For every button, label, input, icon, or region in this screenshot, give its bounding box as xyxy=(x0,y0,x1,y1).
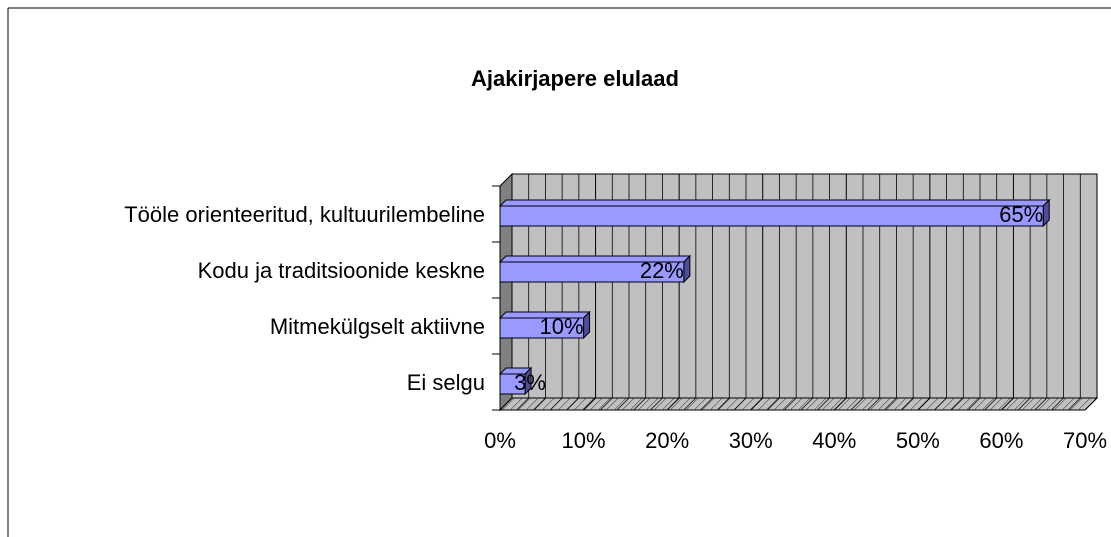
y-tick-label: Mitmekülgselt aktiivne xyxy=(270,314,485,339)
bar xyxy=(499,205,1044,227)
bar xyxy=(499,317,585,339)
bar xyxy=(499,261,685,283)
minor-floor-line xyxy=(934,397,947,411)
minor-floor-line xyxy=(1034,397,1048,411)
minor-floor-line xyxy=(867,397,880,411)
data-label: 3% xyxy=(514,370,546,395)
floor-line xyxy=(750,397,764,411)
minor-floor-line xyxy=(549,397,563,411)
data-label: 10% xyxy=(540,314,584,339)
minor-floor-line xyxy=(683,397,697,411)
minor-floor-line xyxy=(817,397,830,411)
data-label: 65% xyxy=(999,202,1043,227)
floor-line xyxy=(583,397,596,411)
minor-floor-line xyxy=(800,397,814,411)
minor-floor-line xyxy=(884,397,897,411)
minor-floor-line xyxy=(1017,397,1031,411)
minor-floor-line xyxy=(516,397,529,411)
minor-floor-line xyxy=(717,397,730,411)
minor-floor-line xyxy=(967,397,981,411)
minor-floor-line xyxy=(850,397,864,411)
x-tick-label: 50% xyxy=(896,428,940,453)
minor-floor-line xyxy=(1068,397,1081,411)
x-tick-label: 30% xyxy=(729,428,773,453)
minor-floor-line xyxy=(767,397,780,411)
minor-floor-line xyxy=(783,397,797,411)
minor-floor-line xyxy=(616,397,630,411)
x-tick-label: 10% xyxy=(562,428,606,453)
bar xyxy=(499,373,526,395)
x-tick-label: 70% xyxy=(1063,428,1107,453)
minor-floor-line xyxy=(633,397,646,411)
x-tick-label: 0% xyxy=(484,428,516,453)
floor-line xyxy=(833,397,847,411)
minor-floor-line xyxy=(533,397,546,411)
minor-floor-line xyxy=(600,397,613,411)
floor-line xyxy=(1001,397,1014,411)
x-tick-label: 20% xyxy=(645,428,689,453)
y-tick-label: Kodu ja traditsioonide keskne xyxy=(198,258,485,283)
floor-line xyxy=(666,397,680,411)
floor-line xyxy=(917,397,931,411)
minor-floor-line xyxy=(733,397,747,411)
minor-floor-line xyxy=(984,397,997,411)
minor-floor-line xyxy=(700,397,713,411)
minor-floor-line xyxy=(1051,397,1064,411)
chart-title: Ajakirjapere elulaad xyxy=(471,66,679,91)
x-tick-label: 60% xyxy=(979,428,1023,453)
minor-floor-line xyxy=(951,397,964,411)
y-tick-label: Ei selgu xyxy=(407,370,485,395)
minor-floor-line xyxy=(566,397,580,411)
data-label: 22% xyxy=(640,258,684,283)
y-tick-label: Tööle orienteeritud, kultuurilembeline xyxy=(124,202,485,227)
bar-top xyxy=(498,199,1051,207)
minor-floor-line xyxy=(650,397,663,411)
minor-floor-line xyxy=(900,397,914,411)
floor-line xyxy=(1084,397,1098,411)
floor-line xyxy=(499,397,513,411)
x-tick-label: 40% xyxy=(812,428,856,453)
